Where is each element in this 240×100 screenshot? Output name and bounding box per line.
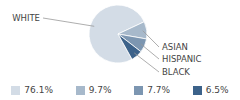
- svg-text:ASIAN: ASIAN: [162, 42, 188, 52]
- html-text:9.7%: 9.7%: [88, 85, 112, 95]
- svg-text:HISPANIC: HISPANIC: [162, 54, 202, 64]
- html-text:76.1%: 76.1%: [24, 85, 53, 95]
- svg-text:BLACK: BLACK: [162, 67, 190, 77]
- svg-text:WHITE: WHITE: [12, 13, 40, 23]
- html-text:6.5%: 6.5%: [205, 85, 229, 95]
- html-text:7.7%: 7.7%: [147, 85, 171, 95]
